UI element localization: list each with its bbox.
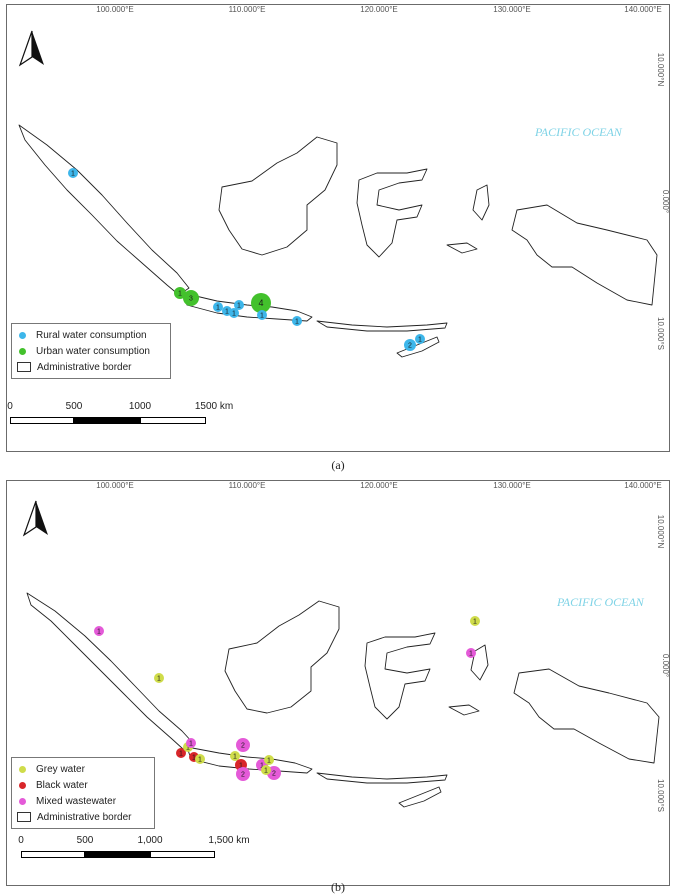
legend-label: Black water xyxy=(36,779,88,791)
maluku-islands xyxy=(448,644,489,716)
timor-island xyxy=(396,336,440,358)
lon-label: 100.000°E xyxy=(96,481,134,490)
scale-label: 1000 xyxy=(128,401,152,412)
legend-label: Mixed wastewater xyxy=(36,795,117,807)
ocean-label: PACIFIC OCEAN xyxy=(535,125,622,139)
rural-dot-icon xyxy=(19,331,26,339)
legend-item-black: Black water xyxy=(17,777,149,793)
java-island xyxy=(186,746,313,774)
scale-label: 0 xyxy=(18,835,24,846)
urban-dot-icon xyxy=(19,347,26,355)
border-box-icon xyxy=(17,812,31,822)
figure-caption-b: (b) xyxy=(331,880,345,894)
legend-label: Rural water consumption xyxy=(36,329,147,341)
lesser-sunda-islands xyxy=(316,320,448,332)
map-legend: Grey water Black water Mixed wastewater … xyxy=(11,757,155,829)
scale-segment xyxy=(140,417,206,424)
borneo-island xyxy=(218,136,338,256)
legend-label: Grey water xyxy=(36,763,85,775)
lon-label: 140.000°E xyxy=(624,481,662,490)
lon-label: 110.000°E xyxy=(228,481,266,490)
scale-segment xyxy=(150,851,215,858)
lon-label: 130.000°E xyxy=(493,481,531,490)
lon-label: 130.000°E xyxy=(493,5,531,14)
borneo-island xyxy=(224,600,340,714)
papua-island xyxy=(511,204,658,306)
java-island xyxy=(182,292,313,322)
timor-island xyxy=(398,786,442,808)
scale-label: 500 xyxy=(65,401,83,412)
legend-item-border: Administrative border xyxy=(17,359,165,375)
legend-item-mixed: Mixed wastewater xyxy=(17,793,149,809)
sulawesi-island xyxy=(364,632,436,720)
legend-item-rural: Rural water consumption xyxy=(17,327,165,343)
figure-caption-a: (a) xyxy=(331,458,345,472)
scale-segment xyxy=(74,417,140,424)
scale-label: 1,000 xyxy=(137,835,163,846)
scale-segment xyxy=(85,851,150,858)
legend-item-grey: Grey water xyxy=(17,761,149,777)
map-panel-b: 100.000°E 110.000°E 120.000°E 130.000°E … xyxy=(6,480,670,886)
legend-label: Urban water consumption xyxy=(36,345,150,357)
sumatra-island xyxy=(18,124,190,296)
scale-label: 0 xyxy=(7,401,13,412)
sumatra-island xyxy=(26,592,194,750)
map-legend: Rural water consumption Urban water cons… xyxy=(11,323,171,379)
scale-bar: 0 500 1,000 1,500 km xyxy=(7,835,267,865)
black-dot-icon xyxy=(19,781,26,789)
scale-segment xyxy=(21,851,85,858)
lon-label: 140.000°E xyxy=(624,5,662,14)
scale-label: 500 xyxy=(76,835,94,846)
grey-dot-icon xyxy=(19,765,26,773)
ocean-label: PACIFIC OCEAN xyxy=(557,595,644,609)
mixed-dot-icon xyxy=(19,797,26,805)
lon-label: 110.000°E xyxy=(228,5,266,14)
north-arrow-icon xyxy=(18,30,44,67)
border-box-icon xyxy=(17,362,31,372)
lon-label: 100.000°E xyxy=(96,5,134,14)
lesser-sunda-islands xyxy=(316,772,448,784)
legend-item-border: Administrative border xyxy=(17,809,149,825)
north-arrow-icon xyxy=(22,500,48,537)
scale-label: 1,500 km xyxy=(208,835,250,846)
lon-label: 120.000°E xyxy=(360,5,398,14)
indonesia-map xyxy=(18,124,658,358)
maluku-islands xyxy=(446,184,490,254)
legend-label: Administrative border xyxy=(37,811,132,823)
legend-label: Administrative border xyxy=(37,361,132,373)
scale-segment xyxy=(10,417,74,424)
lon-label: 120.000°E xyxy=(360,481,398,490)
legend-item-urban: Urban water consumption xyxy=(17,343,165,359)
papua-island xyxy=(513,668,660,764)
map-panel-a: 100.000°E 110.000°E 120.000°E 130.000°E … xyxy=(6,4,670,452)
sulawesi-island xyxy=(356,168,428,258)
scale-label: 1500 km xyxy=(194,401,234,412)
scale-bar: 0 500 1000 1500 km xyxy=(7,401,247,431)
